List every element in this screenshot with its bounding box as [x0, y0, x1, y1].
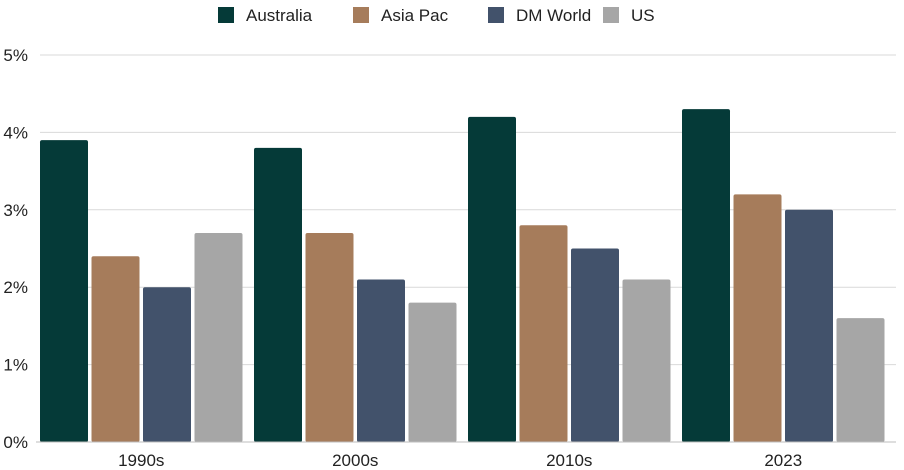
bar-australia-2023: [682, 109, 730, 443]
legend-swatch-dm-world: [488, 7, 504, 23]
bar-asia-pac-2000s: [305, 233, 354, 442]
legend-swatch-australia: [218, 7, 234, 23]
y-tick-label: 2%: [3, 278, 28, 297]
y-tick-label: 4%: [3, 123, 28, 142]
bar-us-2023: [836, 318, 885, 442]
bar-australia-1990s: [40, 140, 88, 442]
y-tick-label: 5%: [3, 46, 28, 65]
legend-label: DM World: [516, 6, 591, 25]
legend-label: Asia Pac: [381, 6, 449, 25]
bars: [40, 109, 885, 443]
x-category-label: 1990s: [118, 451, 164, 470]
bar-asia-pac-1990s: [91, 256, 140, 442]
bar-dm-world-2000s: [357, 279, 405, 442]
bar-dm-world-1990s: [143, 287, 191, 442]
bar-australia-2010s: [468, 116, 516, 443]
bar-australia-2000s: [254, 147, 302, 442]
bar-us-2010s: [622, 279, 671, 442]
x-axis-labels: 1990s 2000s 2010s 2023: [118, 451, 802, 470]
x-category-label: 2023: [764, 451, 802, 470]
x-category-label: 2010s: [546, 451, 592, 470]
y-tick-label: 1%: [3, 356, 28, 375]
y-tick-label: 0%: [3, 433, 28, 452]
y-axis-ticks: 0% 1% 2% 3% 4% 5%: [3, 46, 28, 452]
bar-dm-world-2023: [785, 209, 833, 442]
bar-asia-pac-2023: [733, 194, 782, 442]
legend-label: US: [631, 6, 655, 25]
legend-label: Australia: [246, 6, 313, 25]
legend: Australia Asia Pac DM World US: [218, 6, 655, 25]
y-tick-label: 3%: [3, 201, 28, 220]
legend-swatch-us: [603, 7, 619, 23]
bar-asia-pac-2010s: [519, 225, 568, 442]
legend-swatch-asia-pac: [353, 7, 369, 23]
bar-dm-world-2010s: [571, 248, 619, 442]
bar-us-1990s: [194, 233, 243, 442]
bar-us-2000s: [408, 302, 457, 442]
x-category-label: 2000s: [332, 451, 378, 470]
